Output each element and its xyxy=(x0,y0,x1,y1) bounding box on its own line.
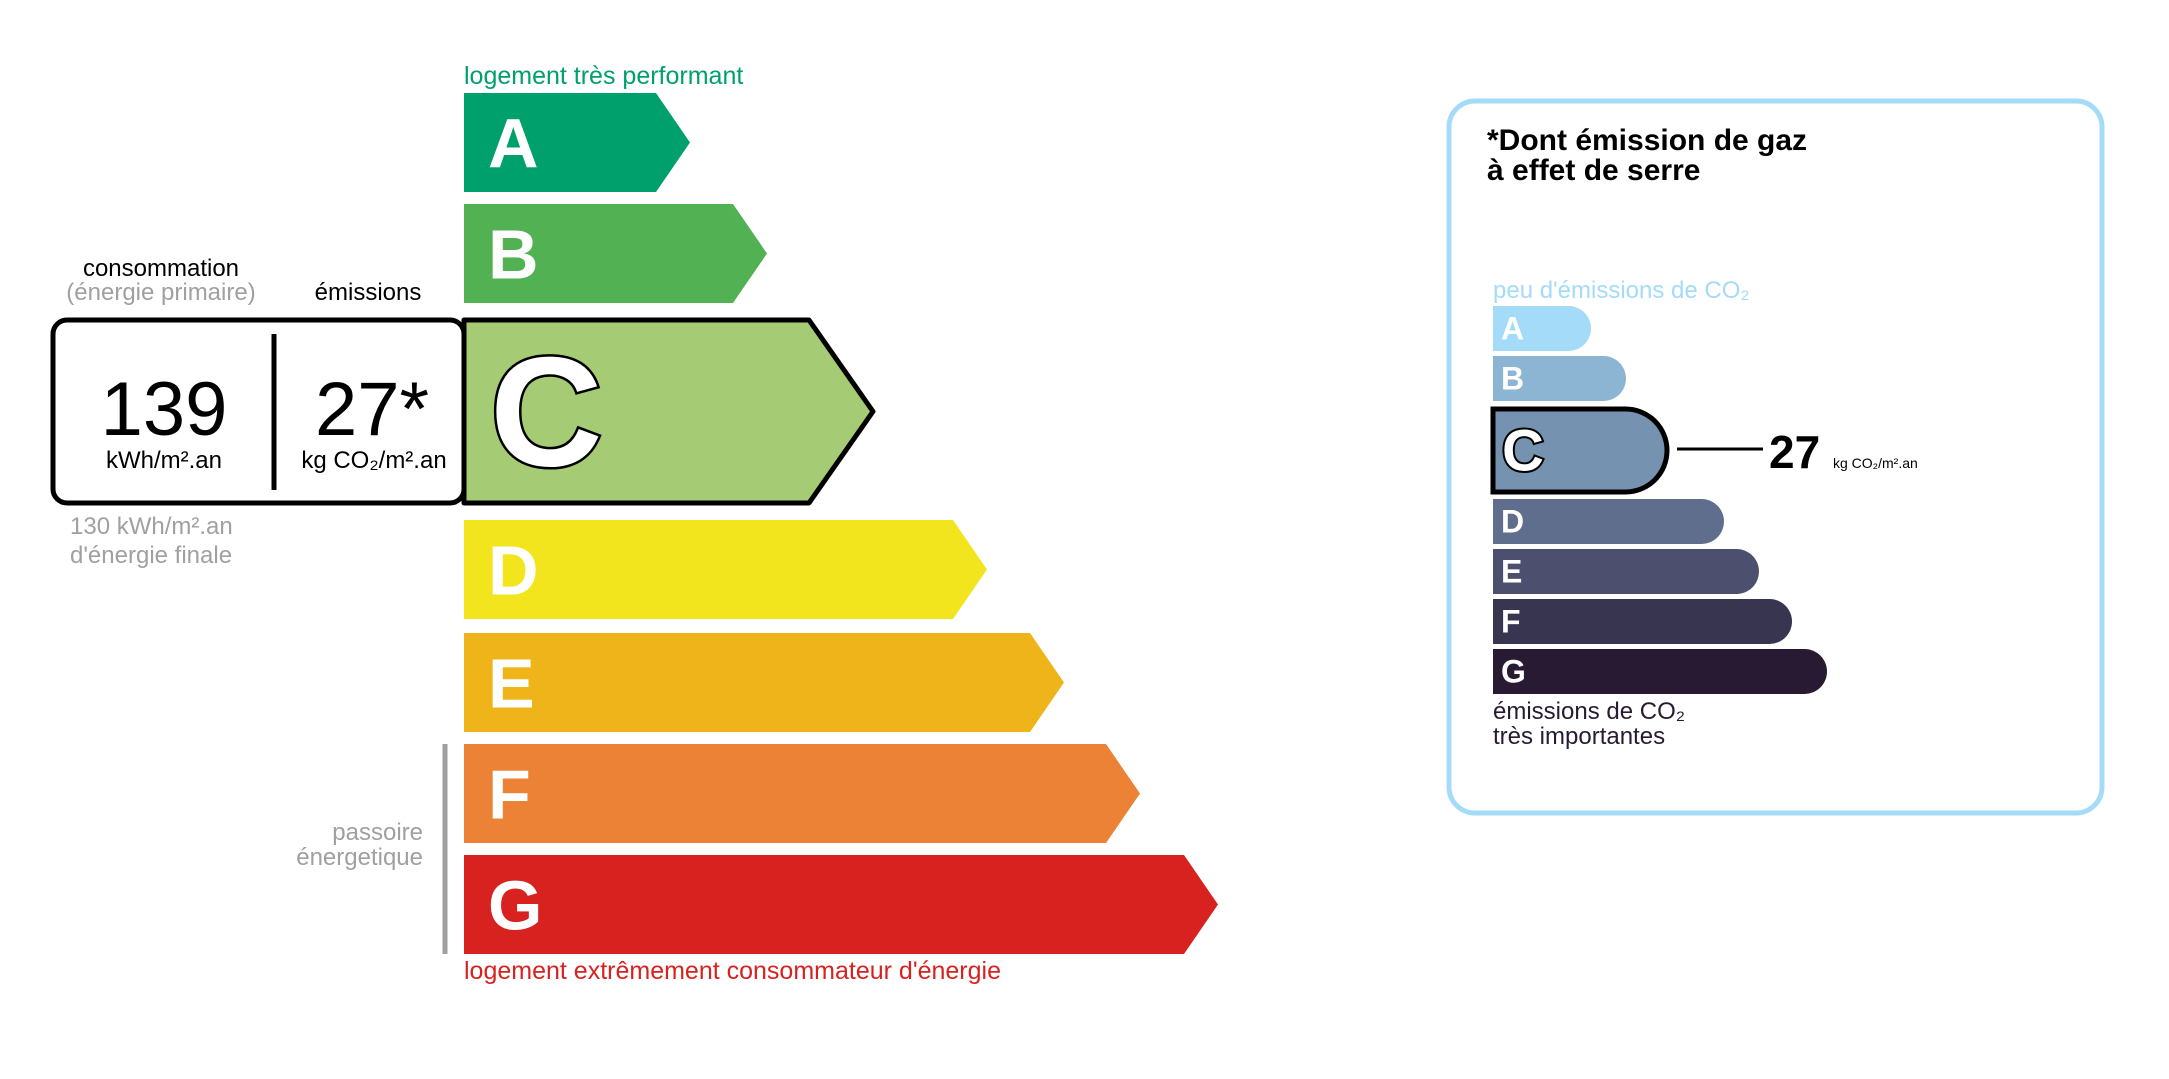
ges-bar-c xyxy=(1490,406,1670,495)
ges-value: 27 xyxy=(1769,426,1820,478)
ges-bar-g xyxy=(1493,649,1828,694)
energy-letter-c: C xyxy=(490,326,603,500)
energy-value-box xyxy=(50,317,467,506)
ges-letter-b: B xyxy=(1501,361,1524,397)
emissions-unit: kg CO₂/m².an xyxy=(301,447,446,474)
energy-bar-b xyxy=(464,204,767,303)
energy-letter-a: A xyxy=(488,105,539,183)
ges-letter-a: A xyxy=(1501,311,1524,347)
ges-panel: *Dont émission de gaz à effet de serre p… xyxy=(1446,98,2105,816)
passoire-label-2: énergetique xyxy=(296,844,423,871)
energy-bar-f xyxy=(464,744,1140,843)
energy-letter-b: B xyxy=(488,216,539,294)
ges-letter-d: D xyxy=(1501,504,1524,540)
ges-top-label: peu d'émissions de CO₂ xyxy=(1493,277,1750,304)
ges-letter-e: E xyxy=(1501,554,1522,590)
emissions-value: 27* xyxy=(315,367,429,452)
energy-bar-g xyxy=(464,855,1218,954)
final-energy-label: d'énergie finale xyxy=(70,542,232,569)
passoire-label-1: passoire xyxy=(332,819,423,846)
energy-bar-a xyxy=(464,93,690,192)
ges-bar-d xyxy=(1493,499,1724,544)
energy-bar-d xyxy=(464,520,987,619)
final-energy-value: 130 kWh/m².an xyxy=(70,513,233,540)
energy-letter-e: E xyxy=(488,645,535,723)
ges-letter-c: C xyxy=(1502,419,1544,484)
ges-title-1: *Dont émission de gaz xyxy=(1487,124,1807,157)
ges-bar-f xyxy=(1493,599,1793,644)
energy-letter-d: D xyxy=(488,532,539,610)
energy-bar-e xyxy=(464,633,1064,732)
energy-bottom-label: logement extrêmement consommateur d'éner… xyxy=(464,957,1001,985)
ges-bar-e xyxy=(1493,549,1759,594)
ges-bar-a xyxy=(1493,306,1591,351)
energy-letter-g: G xyxy=(488,867,542,945)
emissions-label: émissions xyxy=(315,279,422,306)
consumption-unit: kWh/m².an xyxy=(106,447,222,474)
ges-bar-b xyxy=(1493,356,1626,401)
consumption-sublabel: (énergie primaire) xyxy=(66,279,255,306)
ges-letter-g: G xyxy=(1501,654,1526,690)
consumption-value: 139 xyxy=(101,367,228,452)
ges-bottom-label-1: émissions de CO₂ xyxy=(1493,698,1685,725)
ges-title-2: à effet de serre xyxy=(1487,154,1700,187)
consumption-label: consommation xyxy=(83,255,239,282)
energy-letter-f: F xyxy=(488,756,531,834)
ges-letter-f: F xyxy=(1501,604,1521,640)
ges-bottom-label-2: très importantes xyxy=(1493,723,1665,750)
energy-top-label: logement très performant xyxy=(464,62,743,90)
ges-unit: kg CO₂/m².an xyxy=(1833,455,1918,471)
